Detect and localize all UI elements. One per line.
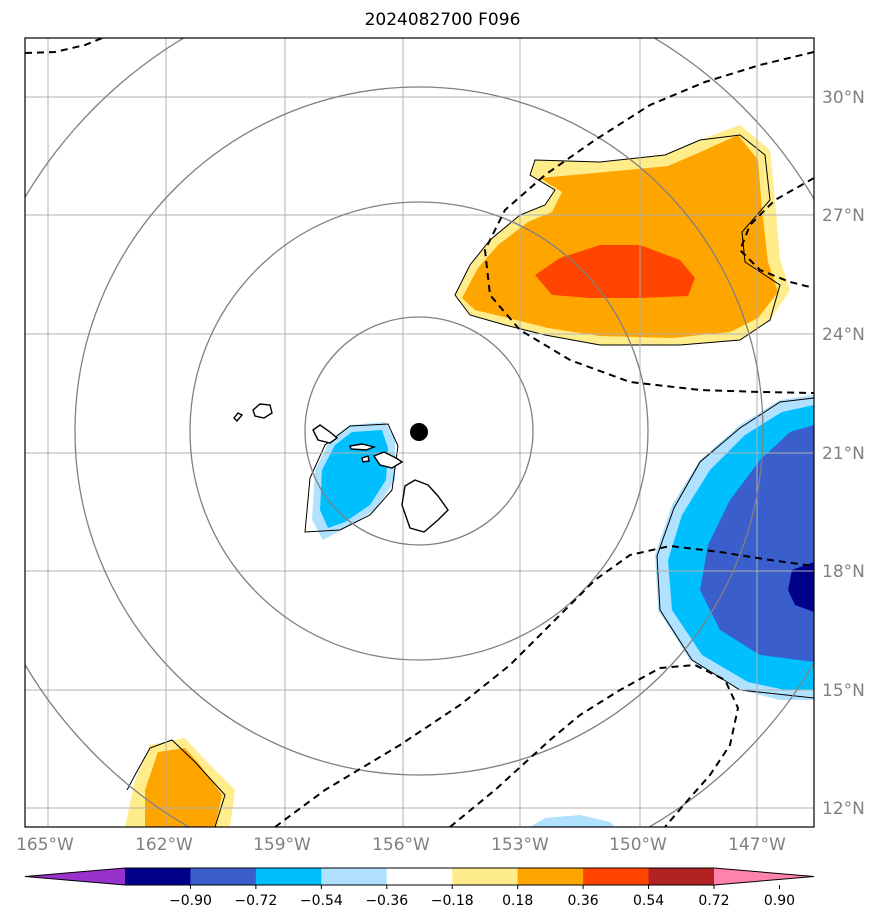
maui-island <box>372 451 404 469</box>
colorbar-segment <box>125 868 191 885</box>
dashed-contours <box>25 38 814 827</box>
negative-anomaly-hawaii <box>304 422 399 540</box>
colorbar-tick-label: −0.90 <box>169 893 212 909</box>
colorbar-tick-label: −0.36 <box>365 893 408 909</box>
lat-label: 18°N <box>822 562 865 582</box>
storm-center-marker <box>410 423 428 441</box>
lat-label: 24°N <box>822 325 865 345</box>
colorbar-tick-label: 0.36 <box>568 893 599 909</box>
range-rings <box>25 38 814 827</box>
colorbar-extend-high <box>714 868 814 885</box>
positive-anomaly-southwest <box>125 738 235 827</box>
lon-label: 165°W <box>16 835 74 855</box>
colorbar-segment <box>517 868 584 885</box>
lat-label: 12°N <box>822 799 865 819</box>
lat-label: 27°N <box>822 206 865 226</box>
lat-label: 15°N <box>822 681 865 701</box>
colorbar-segment <box>321 868 388 885</box>
colorbar-tick-label: 0.72 <box>698 893 729 909</box>
lanai-island <box>361 455 370 463</box>
colorbar-segment <box>583 868 650 885</box>
map-border <box>24 37 815 828</box>
colorbar-segment <box>255 868 322 885</box>
colorbar-segment <box>648 868 715 885</box>
negative-anomaly-south <box>530 815 615 827</box>
lat-label: 30°N <box>822 88 865 108</box>
niihau-island <box>233 412 244 423</box>
colorbar-extend-low <box>25 868 125 885</box>
molokai-island <box>349 443 377 451</box>
lon-label: 156°W <box>372 835 430 855</box>
lon-label: 162°W <box>135 835 193 855</box>
latitude-labels: 30°N 27°N 24°N 21°N 18°N 15°N 12°N <box>822 88 865 819</box>
hawaiian-islands <box>233 403 449 533</box>
colorbar-outline <box>24 867 815 886</box>
colorbar-tick-label: −0.72 <box>234 893 277 909</box>
lat-label: 21°N <box>822 444 865 464</box>
colorbar-tick-label: −0.18 <box>431 893 474 909</box>
colorbar-segment <box>386 868 453 885</box>
colorbar-tick-label: 0.90 <box>764 893 795 909</box>
lon-label: 147°W <box>728 835 786 855</box>
longitude-labels: 165°W 162°W 159°W 156°W 153°W 150°W 147°… <box>16 835 786 855</box>
map-panel <box>25 38 814 827</box>
colorbar-tick-label: −0.54 <box>300 893 343 909</box>
lon-label: 150°W <box>609 835 667 855</box>
colorbar-segment <box>452 868 519 885</box>
colorbar-segment <box>190 868 257 885</box>
kauai-island <box>252 403 273 419</box>
colorbar: −0.90 −0.72 −0.54 −0.36 −0.18 0.18 0.36 0.54 0.7… <box>24 867 815 909</box>
colorbar-tick-label: 0.54 <box>633 893 664 909</box>
oahu-island <box>312 424 339 444</box>
lon-label: 159°W <box>253 835 311 855</box>
graticule <box>25 38 814 827</box>
lon-label: 153°W <box>491 835 549 855</box>
map-title: 2024082700 F096 <box>364 10 521 30</box>
colorbar-tick-label: 0.18 <box>502 893 533 909</box>
big-island <box>401 479 449 533</box>
